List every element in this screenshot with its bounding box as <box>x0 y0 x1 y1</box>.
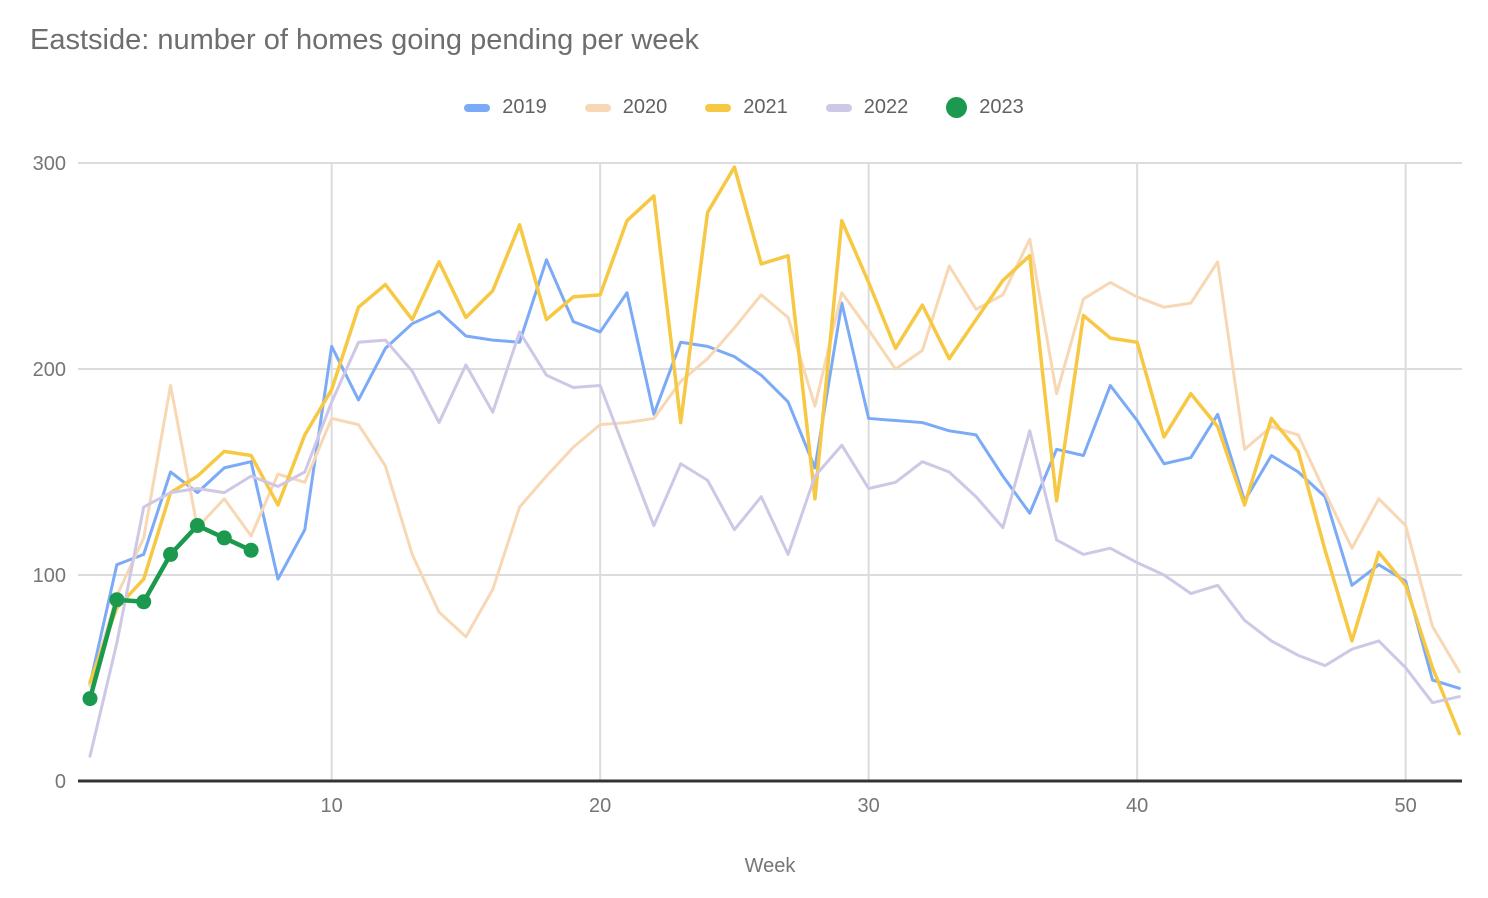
legend-swatch-2019-dash-icon <box>464 103 491 112</box>
series-line-2020 <box>88 237 1461 688</box>
legend-swatch-2021-dash-icon <box>705 103 732 112</box>
legend-label: 2021 <box>743 96 788 118</box>
legend-swatch-2020-dash-icon <box>584 103 611 112</box>
data-point-2023-week-6 <box>216 530 232 546</box>
y-tick-label-0: 0 <box>55 771 66 793</box>
series-line-2021 <box>88 165 1462 736</box>
legend-item-2019: 2019 <box>464 96 547 119</box>
data-point-2023-week-1 <box>82 691 98 707</box>
data-point-2023-week-7 <box>243 542 259 558</box>
x-axis-title: Week <box>745 855 797 877</box>
data-point-2023-week-5 <box>189 518 205 534</box>
x-tick-label-50: 50 <box>1395 795 1417 817</box>
x-tick-label-20: 20 <box>589 795 611 817</box>
series-line-2022 <box>88 330 1461 758</box>
legend-item-2023: 2023 <box>946 96 1024 119</box>
legend-swatch-2022-dash-icon <box>825 103 852 112</box>
x-tick-label-30: 30 <box>858 795 880 817</box>
data-point-2023-week-2 <box>109 592 125 608</box>
data-point-2023-week-3 <box>136 594 152 610</box>
x-tick-label-10: 10 <box>321 795 343 817</box>
legend-item-2021: 2021 <box>705 96 788 119</box>
legend-label: 2020 <box>622 96 668 118</box>
legend-label: 2023 <box>979 96 1024 118</box>
legend-item-2022: 2022 <box>825 96 909 119</box>
y-tick-label-300: 300 <box>33 153 66 175</box>
legend-label: 2022 <box>863 96 909 118</box>
legend: 2019 2020 2021 2022 2023 <box>0 96 1488 119</box>
y-tick-label-200: 200 <box>33 359 66 381</box>
y-tick-label-100: 100 <box>33 565 66 587</box>
data-point-2023-week-4 <box>163 546 179 562</box>
x-tick-label-40: 40 <box>1126 795 1148 817</box>
legend-label: 2019 <box>502 96 547 118</box>
chart-title: Eastside: number of homes going pending … <box>30 24 700 56</box>
legend-swatch-2023-dot-icon <box>946 97 968 118</box>
legend-item-2020: 2020 <box>584 96 668 119</box>
